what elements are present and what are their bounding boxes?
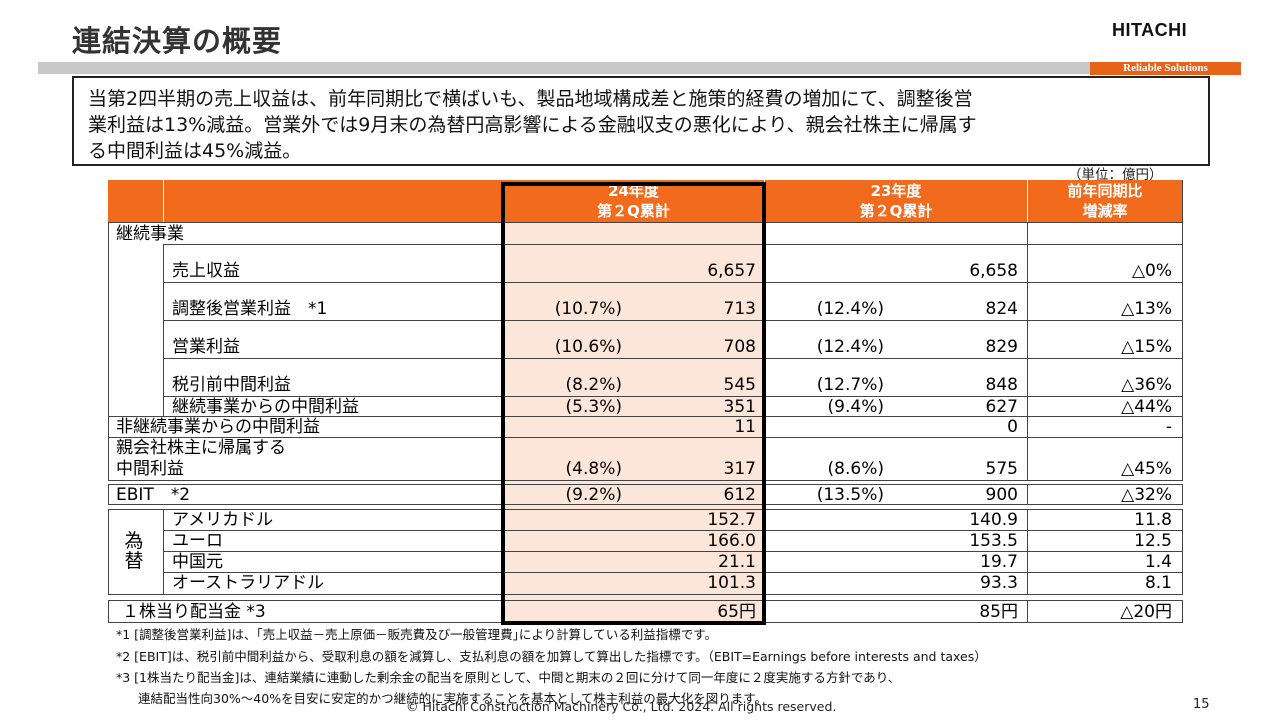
change-value: △32% — [1121, 485, 1172, 505]
header-change: 前年同期比 増減率 — [1067, 182, 1143, 220]
footnote-3: *3 [1株当たり配当金]は、連結業績に連動した剰余金の配当を原則として、中間と… — [116, 670, 901, 685]
change-value: 12.5 — [1134, 531, 1172, 551]
table-header-row — [108, 180, 1182, 222]
section-continuing: 継続事業 — [116, 224, 184, 244]
change-value: - — [1165, 417, 1172, 437]
footnote-2: *2 [EBIT]は、税引前中間利益から、受取利息の額を減算し、支払利息の額を加… — [116, 649, 987, 664]
cur-value: 713 — [723, 299, 756, 319]
footnote-1: *1 [調整後営業利益]は、｢売上収益－売上原価－販売費及び一般管理費｣により計… — [116, 627, 718, 642]
row-label-line1: 親会社株主に帰属する — [116, 438, 286, 458]
cur-value: 708 — [723, 337, 756, 357]
cur-value: 21.1 — [718, 552, 756, 572]
change-value: △13% — [1121, 299, 1172, 319]
copyright: © Hitachi Construction Machinery Co., Lt… — [406, 699, 837, 714]
prev-value: 900 — [985, 485, 1018, 505]
change-value: △45% — [1121, 459, 1172, 479]
current-column-shade — [503, 222, 764, 624]
cur-pct: (9.2%) — [565, 485, 622, 505]
prev-pct: (8.6%) — [827, 459, 884, 479]
unit-label: （単位：億円） — [1068, 167, 1163, 183]
hitachi-logo: HITACHI — [1112, 20, 1188, 40]
change-value: 8.1 — [1144, 573, 1172, 593]
cur-value: 612 — [723, 485, 756, 505]
summary-line-2: 業利益は13%減益。営業外では9月末の為替円高影響による金融収支の悪化により、親… — [88, 114, 977, 136]
prev-value: 0 — [1007, 417, 1018, 437]
prev-value: 153.5 — [969, 531, 1018, 551]
prev-value: 848 — [985, 375, 1018, 395]
prev-value: 140.9 — [969, 510, 1018, 530]
ebit-label: EBIT *2 — [116, 485, 191, 505]
summary-box: 当第2四半期の売上収益は、前年同期比で横ばいも、製品地域構成差と施策的経費の増加… — [72, 76, 1210, 166]
page-number: 15 — [1193, 697, 1210, 712]
fx-label-top: 為 — [124, 530, 144, 552]
change-value: △20円 — [1120, 602, 1172, 622]
cur-value: 351 — [723, 397, 756, 417]
row-label: 継続事業からの中間利益 — [172, 397, 359, 417]
cur-value: 152.7 — [707, 510, 756, 530]
change-value: 1.4 — [1144, 552, 1172, 572]
prev-pct: (12.7%) — [816, 375, 884, 395]
fx-label-bottom: 替 — [124, 550, 144, 572]
prev-pct: (12.4%) — [816, 337, 884, 357]
header-prior: 23年度 第２Q累計 — [859, 182, 933, 220]
change-value: △15% — [1121, 337, 1172, 357]
cur-value: 6,657 — [707, 261, 756, 281]
cur-value: 101.3 — [707, 573, 756, 593]
row-label: 調整後営業利益 *1 — [172, 299, 328, 319]
tagline-bar: Reliable Solutions — [1090, 62, 1241, 75]
prev-value: 93.3 — [980, 573, 1018, 593]
page-title: 連結決算の概要 — [72, 24, 283, 58]
cur-pct: (10.6%) — [554, 337, 622, 357]
cur-value: 11 — [734, 417, 756, 437]
prev-pct: (12.4%) — [816, 299, 884, 319]
fx-currency: 中国元 — [172, 552, 223, 572]
prev-value: 19.7 — [980, 552, 1018, 572]
prev-pct: (13.5%) — [816, 485, 884, 505]
row-label: 非継続事業からの中間利益 — [116, 417, 320, 437]
cur-pct: (4.8%) — [565, 459, 622, 479]
footnote-3-cont: 連結配当性向30%～40%を目安に安定的かつ継続的に実施することを基本として株主… — [138, 691, 767, 706]
current-column-frame — [501, 182, 766, 625]
cur-value: 545 — [723, 375, 756, 395]
header-current: 24年度 第２Q累計 — [597, 182, 670, 220]
fx-currency: ユーロ — [172, 531, 223, 551]
prev-value: 824 — [985, 299, 1018, 319]
header-rule — [38, 62, 1090, 74]
row-label: 中間利益 — [116, 459, 184, 479]
row-label: 営業利益 — [172, 337, 240, 357]
dividend-label: １株当り配当金 *3 — [122, 602, 266, 622]
prev-value: 829 — [985, 337, 1018, 357]
cur-value: 166.0 — [707, 531, 756, 551]
change-value: △36% — [1121, 375, 1172, 395]
change-value: △44% — [1121, 397, 1172, 417]
prev-value: 627 — [985, 397, 1018, 417]
cur-pct: (8.2%) — [565, 375, 622, 395]
prev-value: 85円 — [979, 602, 1018, 622]
cur-value: 317 — [723, 459, 756, 479]
cur-pct: (5.3%) — [565, 397, 622, 417]
fx-currency: オーストラリアドル — [172, 573, 325, 593]
prev-value: 6,658 — [969, 261, 1018, 281]
summary-line-1: 当第2四半期の売上収益は、前年同期比で横ばいも、製品地域構成差と施策的経費の増加… — [88, 88, 973, 110]
prev-pct: (9.4%) — [827, 397, 884, 417]
summary-line-3: る中間利益は45%減益。 — [88, 140, 302, 162]
cur-value: 65円 — [717, 602, 756, 622]
cur-pct: (10.7%) — [554, 299, 622, 319]
change-value: △0% — [1131, 261, 1172, 281]
row-label: 税引前中間利益 — [172, 375, 291, 395]
change-value: 11.8 — [1134, 510, 1172, 530]
row-label: 売上収益 — [172, 261, 240, 281]
fx-currency: アメリカドル — [172, 510, 274, 530]
prev-value: 575 — [985, 459, 1018, 479]
